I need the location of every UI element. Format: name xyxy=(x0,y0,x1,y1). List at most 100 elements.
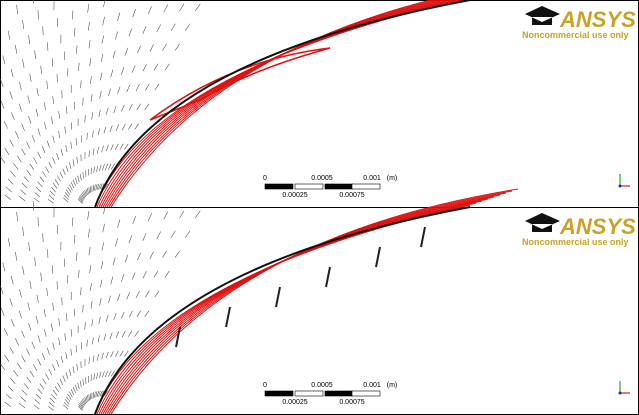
vector xyxy=(71,10,74,20)
vector xyxy=(70,141,72,149)
vector xyxy=(9,139,14,147)
vector xyxy=(131,65,136,73)
vector xyxy=(45,373,50,380)
vector xyxy=(0,78,4,88)
vector xyxy=(64,333,66,341)
streamline xyxy=(104,0,446,208)
vector xyxy=(88,150,90,157)
vector xyxy=(103,183,109,190)
scale-segment xyxy=(264,183,294,190)
vector xyxy=(101,390,105,397)
scale-label: 0.001 xyxy=(363,175,381,182)
vector xyxy=(101,352,104,360)
vector xyxy=(15,44,18,54)
vector xyxy=(77,198,83,204)
vector xyxy=(33,157,38,165)
vector xyxy=(88,357,90,364)
vector xyxy=(51,186,57,193)
vector xyxy=(99,164,102,172)
vector xyxy=(73,27,76,37)
vector xyxy=(5,186,12,193)
vector xyxy=(70,389,75,396)
vector xyxy=(84,115,86,123)
vector xyxy=(49,190,55,197)
vector xyxy=(48,194,55,200)
vector xyxy=(76,45,78,54)
vector xyxy=(15,131,19,139)
vector xyxy=(101,371,105,378)
vector xyxy=(142,25,147,34)
vector xyxy=(128,123,133,130)
vector xyxy=(99,371,102,379)
vector xyxy=(48,161,53,169)
logo-text: ANSYS xyxy=(559,214,636,239)
vector xyxy=(109,332,113,340)
vector xyxy=(46,287,48,296)
vector xyxy=(3,328,8,336)
vector xyxy=(105,351,109,359)
vector xyxy=(78,197,83,203)
vector xyxy=(135,291,140,299)
vector xyxy=(34,399,41,405)
vector xyxy=(101,183,105,190)
vector xyxy=(144,103,150,110)
vector xyxy=(81,192,86,199)
vector xyxy=(89,58,92,67)
vector xyxy=(79,403,84,409)
vector xyxy=(131,272,136,280)
scale-segment xyxy=(324,390,354,397)
vector xyxy=(4,354,10,362)
vector xyxy=(2,55,6,65)
vector xyxy=(56,152,60,160)
vector xyxy=(96,390,100,397)
vector xyxy=(77,175,80,183)
streamline xyxy=(100,198,489,415)
vector xyxy=(19,403,26,409)
recirculation xyxy=(149,47,331,121)
vector xyxy=(98,316,101,325)
vector xyxy=(111,370,115,377)
vector xyxy=(115,331,120,339)
vector xyxy=(135,84,140,92)
vector xyxy=(17,362,22,370)
vector xyxy=(70,182,75,189)
vector xyxy=(52,342,55,350)
vector xyxy=(29,163,35,170)
vector xyxy=(90,283,92,292)
vector xyxy=(78,404,83,410)
vector xyxy=(28,115,32,124)
vector xyxy=(9,298,13,307)
logo-text: ANSYS xyxy=(559,7,636,32)
vector xyxy=(39,383,45,390)
vector xyxy=(11,319,15,327)
vector xyxy=(110,69,114,78)
vector xyxy=(96,353,99,361)
vector xyxy=(84,396,87,404)
vector xyxy=(72,179,76,187)
notice: Noncommercial use only xyxy=(522,237,629,247)
vector xyxy=(87,21,90,31)
vector xyxy=(80,401,84,408)
vector xyxy=(60,148,64,156)
vector xyxy=(16,211,18,222)
vector xyxy=(145,290,150,298)
vector xyxy=(78,269,80,278)
scale-segment xyxy=(351,183,381,190)
vector xyxy=(132,8,136,18)
vector xyxy=(96,165,99,173)
streamline xyxy=(102,196,495,415)
vector xyxy=(69,391,73,398)
vector xyxy=(70,348,72,356)
vector xyxy=(147,213,152,222)
vector xyxy=(78,62,80,71)
vector xyxy=(43,309,46,318)
vector xyxy=(75,177,78,185)
vector xyxy=(52,364,56,372)
vector xyxy=(153,63,159,71)
vector xyxy=(0,100,5,109)
vector xyxy=(20,189,26,195)
shock xyxy=(325,266,331,288)
vector xyxy=(0,285,4,295)
vector xyxy=(107,163,112,170)
